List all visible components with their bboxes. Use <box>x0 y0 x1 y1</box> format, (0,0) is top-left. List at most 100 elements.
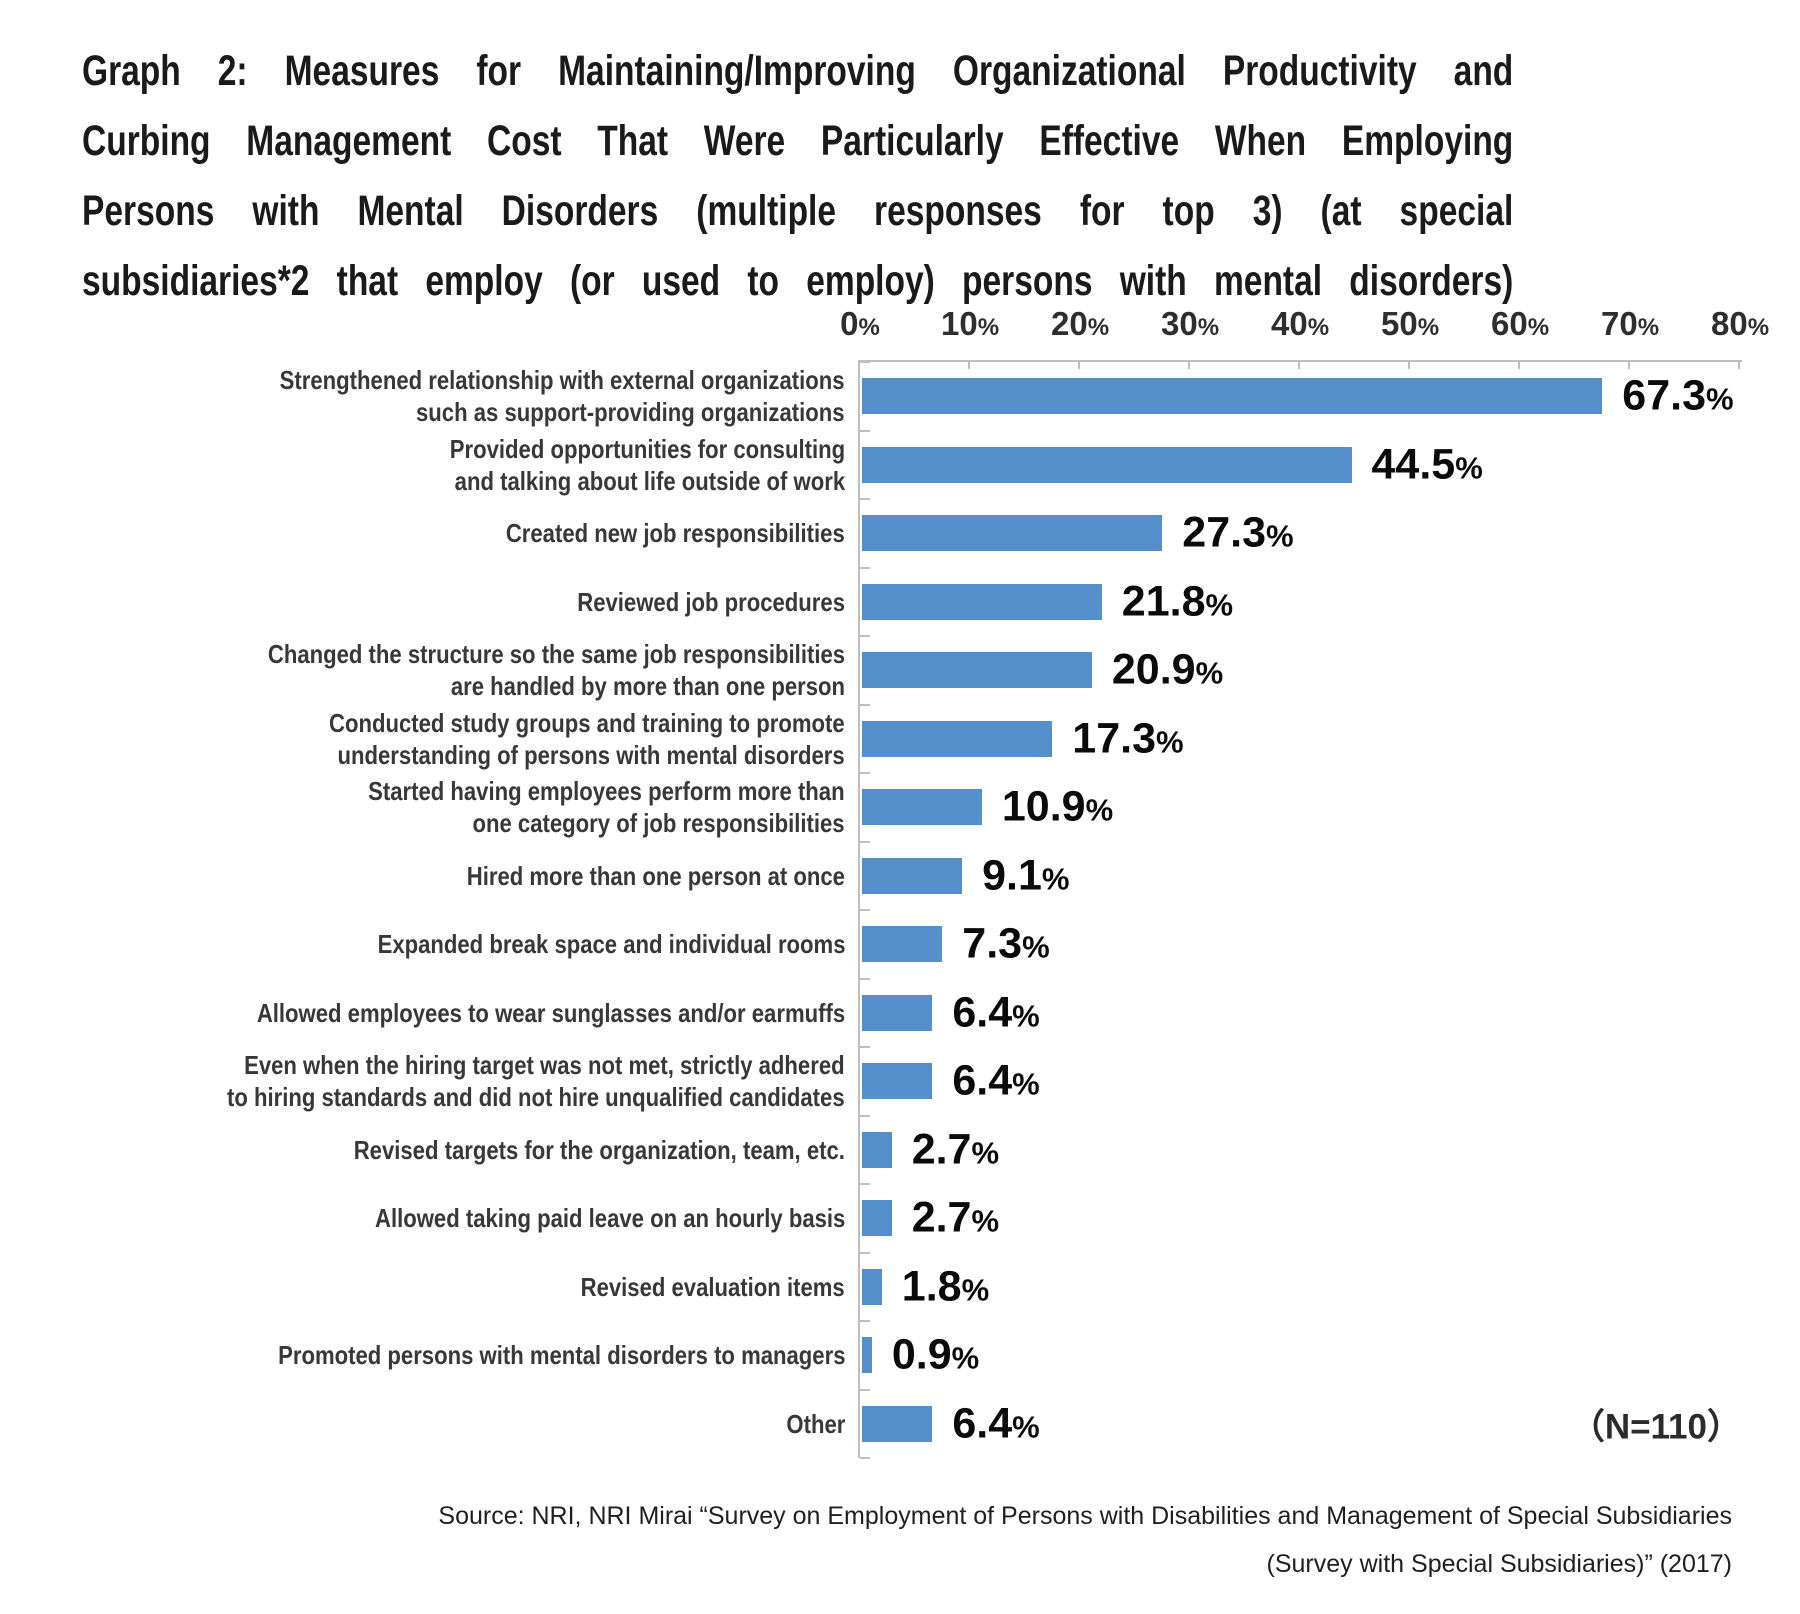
category-label: Revised evaluation items <box>581 1271 845 1303</box>
y-axis-tick <box>860 1251 870 1254</box>
value-label: 1.8% <box>902 1262 989 1311</box>
value-label: 9.1% <box>982 851 1069 900</box>
percent-sign: % <box>1195 655 1224 691</box>
value-number: 27.3 <box>1182 508 1266 557</box>
category-label: Started having employees perform more th… <box>368 775 845 839</box>
percent-sign: % <box>971 1135 1000 1171</box>
y-axis-tick <box>860 498 870 500</box>
percent-sign: % <box>858 314 880 341</box>
percent-sign: % <box>1085 792 1114 828</box>
x-axis-tick <box>1188 360 1190 369</box>
y-axis-tick <box>860 977 870 980</box>
bar <box>862 378 1603 415</box>
percent-sign: % <box>977 314 1000 341</box>
value-label: 6.4% <box>952 988 1039 1037</box>
category-label-line: are handled by more than one person <box>450 671 845 702</box>
value-number: 70 <box>1600 305 1638 342</box>
percent-sign: % <box>971 1203 1000 1239</box>
bar <box>862 1063 933 1100</box>
percent-sign: % <box>1637 314 1660 341</box>
value-number: 6.4 <box>952 988 1013 1037</box>
x-axis-tick-label: 20% <box>1051 306 1109 346</box>
x-axis-tick <box>1408 360 1410 369</box>
bar <box>862 857 963 894</box>
category-label-line: Other <box>786 1408 845 1439</box>
value-label: 2.7% <box>912 1125 999 1174</box>
x-axis-tick <box>1298 360 1300 369</box>
category-label: Allowed employees to wear sunglasses and… <box>257 997 845 1029</box>
bar <box>862 1131 892 1168</box>
value-number: 17.3 <box>1072 714 1156 763</box>
value-number: 6.4 <box>952 1056 1013 1105</box>
value-number: 67.3 <box>1622 371 1706 420</box>
x-axis-tick <box>1518 360 1520 369</box>
percent-sign: % <box>1205 587 1234 623</box>
y-axis-tick <box>860 909 870 911</box>
chart-title-line: Curbing Management Cost That Were Partic… <box>82 117 1514 165</box>
x-axis-line <box>858 360 1742 362</box>
value-number: 44.5 <box>1371 440 1456 489</box>
x-axis-tick-label: 0% <box>840 306 880 346</box>
bar <box>862 1405 933 1442</box>
category-label: Revised targets for the organization, te… <box>354 1134 845 1166</box>
value-label: 0.9% <box>892 1331 979 1380</box>
category-label: Reviewed job procedures <box>577 586 845 618</box>
value-number: 9.1 <box>982 851 1042 900</box>
bar <box>862 652 1092 689</box>
value-label: 21.8% <box>1122 577 1233 626</box>
percent-sign: % <box>1706 381 1734 417</box>
chart-title: Graph 2: Measures for Maintaining/Improv… <box>82 36 1513 316</box>
category-label-line: Revised targets for the organization, te… <box>353 1134 845 1165</box>
category-label-line: Reviewed job procedures <box>577 586 845 617</box>
bar <box>862 446 1352 483</box>
chart-title-line: Graph 2: Measures for Maintaining/Improv… <box>82 47 1514 95</box>
value-number: 50 <box>1380 305 1418 342</box>
category-label-line: Promoted persons with mental disorders t… <box>277 1340 845 1371</box>
category-label: Conducted study groups and training to p… <box>329 707 845 771</box>
percent-sign: % <box>1156 724 1184 760</box>
y-axis-tick <box>860 1320 870 1322</box>
x-axis-tick <box>1738 360 1740 369</box>
y-axis-tick <box>860 1046 870 1048</box>
x-axis-tick-label: 40% <box>1271 306 1329 346</box>
y-axis-tick <box>860 1114 870 1117</box>
category-label-line: Revised evaluation items <box>580 1271 845 1302</box>
bar <box>862 1200 892 1237</box>
category-label-line: Strengthened relationship with external … <box>280 365 845 396</box>
sample-size-label: （N=110） <box>1569 1407 1742 1447</box>
bar <box>862 515 1163 552</box>
category-label-line: Started having employees perform more th… <box>368 776 845 807</box>
value-label: 67.3% <box>1622 372 1733 421</box>
y-axis-tick <box>860 840 870 843</box>
category-label: Provided opportunities for consulting and… <box>450 433 845 497</box>
category-label: Even when the hiring target was not met,… <box>227 1049 845 1113</box>
bar <box>862 994 933 1031</box>
value-number: 7.3 <box>962 919 1023 968</box>
value-label: 44.5% <box>1372 440 1483 489</box>
category-label-line: Allowed taking paid leave on an hourly b… <box>374 1203 845 1234</box>
value-label: 6.4% <box>952 1057 1039 1106</box>
source-note: Source: NRI, NRI Mirai “Survey on Employ… <box>438 1492 1732 1588</box>
percent-sign: % <box>1417 314 1440 341</box>
x-axis-tick-label: 80% <box>1711 306 1769 346</box>
value-number: 60 <box>1490 305 1528 342</box>
x-axis-tick <box>1078 360 1080 369</box>
percent-sign: % <box>961 1272 990 1308</box>
percent-sign: % <box>1012 998 1040 1034</box>
value-number: 40 <box>1270 305 1308 342</box>
category-label-line: Created new job responsibilities <box>506 518 845 549</box>
bar <box>862 789 982 826</box>
category-label: Hired more than one person at once <box>467 860 845 892</box>
category-label-line: Expanded break space and individual room… <box>377 929 845 960</box>
y-axis-tick <box>860 361 870 363</box>
bar <box>862 926 943 963</box>
value-number: 10 <box>940 305 978 342</box>
category-label: Promoted persons with mental disorders t… <box>278 1339 845 1371</box>
value-number: 20.9 <box>1111 645 1196 694</box>
percent-sign: % <box>1087 314 1110 341</box>
x-axis-tick <box>858 360 860 369</box>
category-label-line: Even when the hiring target was not met,… <box>244 1050 845 1081</box>
y-axis-tick <box>860 772 870 774</box>
